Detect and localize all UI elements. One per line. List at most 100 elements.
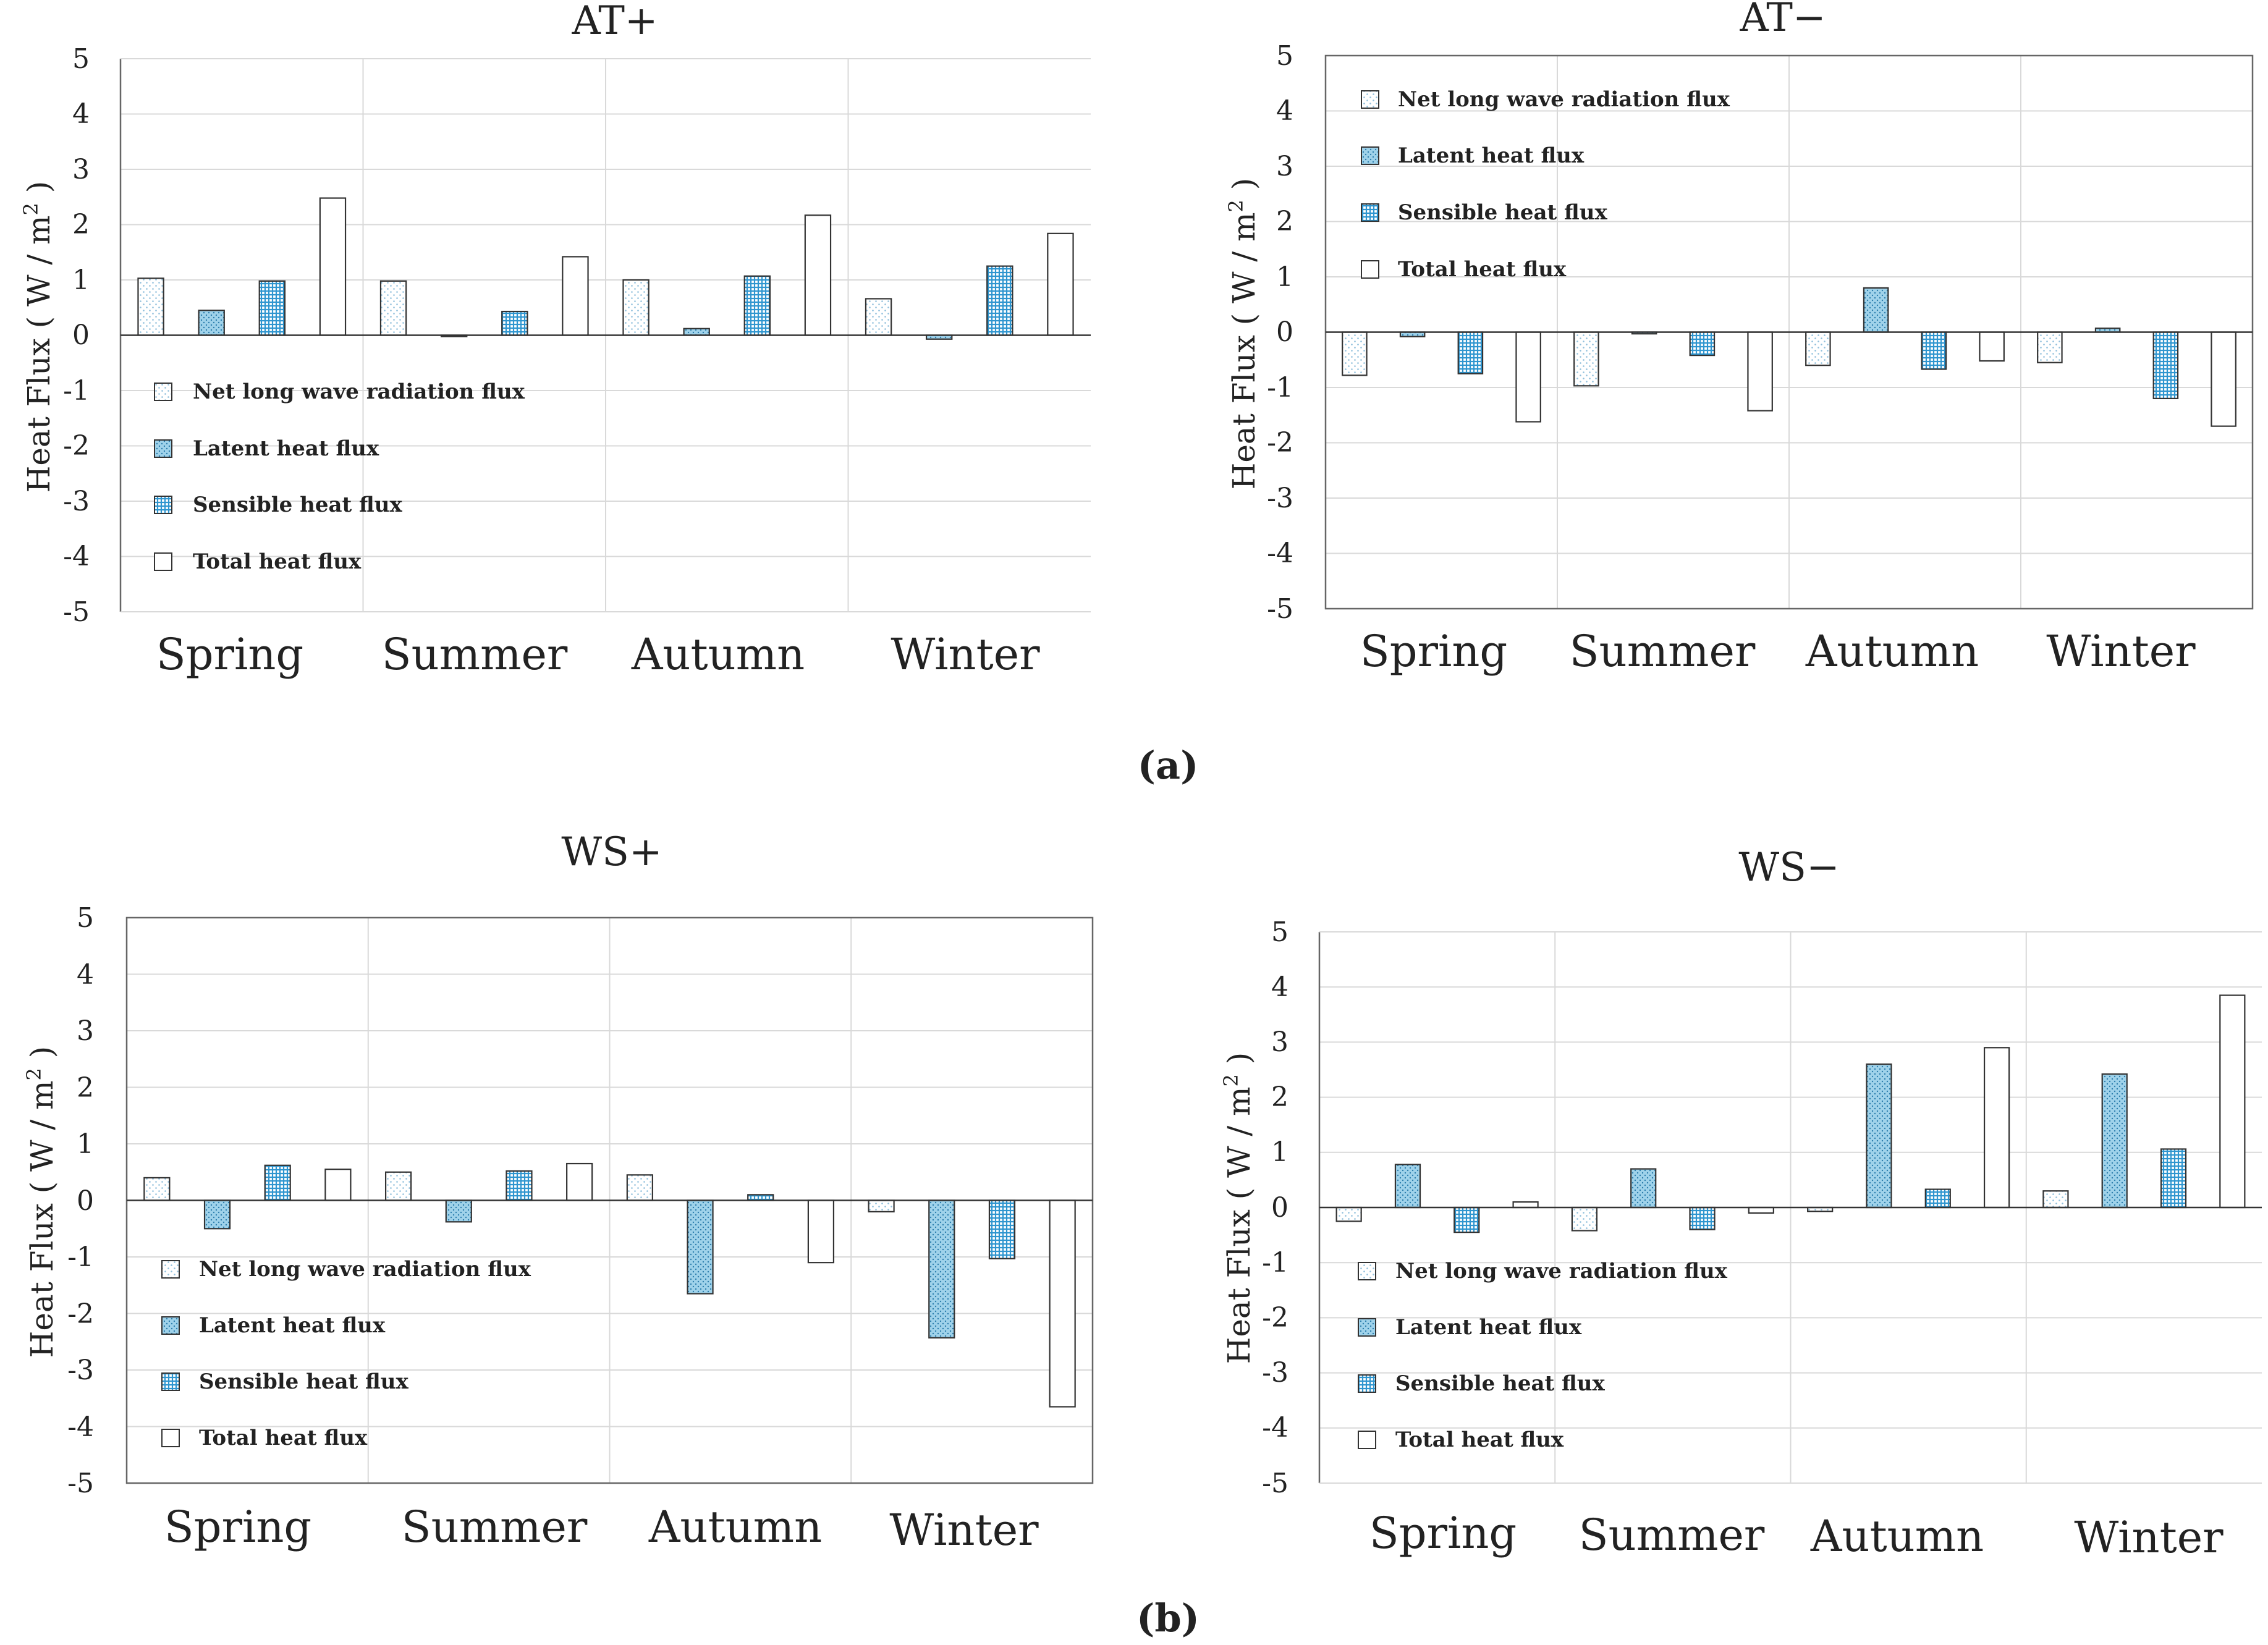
- bar-net-spring: [137, 277, 164, 336]
- y-tick-label: -3: [1262, 1357, 1288, 1389]
- x-category-label: Autumn: [648, 1502, 822, 1552]
- bar-sensible-summer: [1689, 1206, 1716, 1230]
- y-tick-label: 2: [77, 1072, 94, 1104]
- legend-label: Sensible heat flux: [1398, 200, 1607, 225]
- y-tick-label: 3: [77, 1015, 94, 1047]
- legend-swatch-total: [161, 1429, 180, 1447]
- y-tick-label: 3: [72, 154, 90, 185]
- y-tick-label: 0: [77, 1185, 94, 1217]
- y-tick-label: 4: [1271, 971, 1288, 1003]
- y-tick-label: -3: [67, 1355, 94, 1386]
- legend-at-plus: Net long wave radiation flux Latent heat…: [154, 379, 525, 574]
- bar-net-autumn: [626, 1174, 653, 1201]
- legend-label: Total heat flux: [199, 1426, 368, 1450]
- y-ticks-at-plus: 5 4 3 2 1 0 -1 -2 -3 -4 -5: [63, 43, 90, 628]
- y-tick-label: 2: [1276, 206, 1293, 237]
- bar-sensible-spring: [258, 280, 286, 336]
- bar-latent-autumn: [687, 1199, 714, 1295]
- y-tick-label: -1: [1267, 372, 1293, 404]
- legend-label: Latent heat flux: [1395, 1315, 1582, 1340]
- y-tick-label: -2: [1262, 1302, 1288, 1334]
- y-ticks-at-minus: 5 4 3 2 1 0 -1 -2 -3 -4 -5: [1267, 40, 1293, 625]
- bar-net-spring: [143, 1177, 171, 1201]
- bar-total-summer: [566, 1162, 593, 1201]
- y-tick-label: 5: [72, 43, 90, 75]
- y-tick-label: 1: [77, 1128, 94, 1160]
- bar-total-autumn: [807, 1199, 835, 1264]
- bar-total-winter: [1047, 232, 1074, 336]
- bar-total-autumn: [804, 214, 832, 336]
- bar-net-winter: [2042, 1190, 2069, 1209]
- x-category-label: Winter: [891, 629, 1040, 680]
- x-category-label: Winter: [2074, 1512, 2224, 1563]
- bar-net-summer: [1573, 331, 1599, 387]
- legend-label: Sensible heat flux: [199, 1369, 408, 1394]
- x-category-label: Summer: [382, 629, 568, 680]
- y-tick-label: 0: [72, 319, 90, 351]
- x-category-label: Spring: [156, 629, 304, 680]
- legend-swatch-latent: [154, 439, 172, 458]
- bar-sensible-spring: [264, 1164, 291, 1201]
- bar-latent-winter: [2101, 1073, 2128, 1209]
- legend-label: Net long wave radiation flux: [199, 1257, 531, 1282]
- y-axis-label: Heat Flux ( W / m2 ): [1219, 1052, 1257, 1364]
- y-ticks-ws-plus: 5 4 3 2 1 0 -1 -2 -3 -4 -5: [67, 902, 94, 1499]
- x-category-label: Winter: [889, 1505, 1039, 1555]
- legend-label: Sensible heat flux: [193, 493, 402, 517]
- bar-total-spring: [324, 1169, 352, 1201]
- bar-total-autumn: [1983, 1047, 2010, 1209]
- y-tick-label: 5: [1276, 40, 1293, 72]
- x-category-label: Autumn: [1810, 1511, 1984, 1562]
- plot-area-ws-plus: [125, 916, 1094, 1484]
- legend-label: Sensible heat flux: [1395, 1371, 1605, 1396]
- y-axis-label: Heat Flux ( W / m2 ): [19, 181, 57, 493]
- y-tick-label: -2: [67, 1298, 94, 1330]
- x-category-label: Spring: [164, 1502, 312, 1552]
- bar-latent-summer: [1630, 1168, 1657, 1209]
- bar-net-winter: [868, 1199, 895, 1212]
- bar-total-winter: [2219, 994, 2246, 1209]
- chart-title-at-plus: AT+: [571, 0, 658, 44]
- bar-net-winter: [865, 298, 892, 336]
- bar-sensible-autumn: [743, 275, 771, 336]
- bar-sensible-summer: [501, 310, 528, 336]
- chart-at-minus: AT− 5 4 3 2 1 0 -1 -2 -3 -4 -5 Heat Flux…: [1224, 0, 2254, 677]
- chart-title-ws-minus: WS−: [1738, 845, 1839, 890]
- x-category-label: Summer: [1570, 626, 1756, 677]
- legend-swatch-sensible: [154, 496, 172, 514]
- bar-net-winter: [2037, 331, 2063, 363]
- legend-label: Net long wave radiation flux: [1395, 1259, 1728, 1283]
- bar-net-summer: [1571, 1206, 1598, 1232]
- bar-net-spring: [1335, 1206, 1362, 1222]
- y-tick-label: 4: [1276, 95, 1293, 127]
- y-tick-label: -4: [1267, 538, 1293, 569]
- legend-swatch-net: [1358, 1262, 1376, 1280]
- legend-ws-minus: Net long wave radiation flux Latent heat…: [1358, 1259, 1728, 1452]
- bar-sensible-spring: [1453, 1206, 1480, 1233]
- legend-swatch-net: [161, 1260, 180, 1279]
- bar-latent-autumn: [1866, 1063, 1892, 1209]
- legend-label: Total heat flux: [1398, 257, 1567, 282]
- x-category-label: Autumn: [631, 629, 805, 680]
- y-tick-label: 0: [1276, 316, 1293, 348]
- bar-total-winter: [1049, 1199, 1076, 1408]
- bar-total-spring: [1512, 1201, 1539, 1209]
- y-tick-label: 2: [72, 209, 90, 240]
- legend-swatch-total: [154, 552, 172, 571]
- bar-total-winter: [2211, 331, 2236, 427]
- legend-at-minus: Net long wave radiation flux Latent heat…: [1361, 87, 1730, 282]
- y-tick-label: -5: [1267, 593, 1293, 625]
- bar-latent-winter: [928, 1199, 955, 1338]
- y-tick-label: 4: [72, 98, 90, 130]
- bar-total-summer: [1747, 331, 1773, 412]
- legend-label: Total heat flux: [193, 549, 362, 574]
- legend-ws-plus: Net long wave radiation flux Latent heat…: [161, 1257, 531, 1450]
- y-ticks-ws-minus: 5 4 3 2 1 0 -1 -2 -3 -4 -5: [1262, 916, 1288, 1499]
- bar-latent-spring: [198, 310, 225, 336]
- bar-total-summer: [1748, 1206, 1774, 1214]
- legend-label: Net long wave radiation flux: [1398, 87, 1730, 112]
- y-tick-label: 3: [1271, 1026, 1288, 1058]
- legend-swatch-total: [1358, 1431, 1376, 1449]
- bar-latent-autumn: [1863, 287, 1889, 333]
